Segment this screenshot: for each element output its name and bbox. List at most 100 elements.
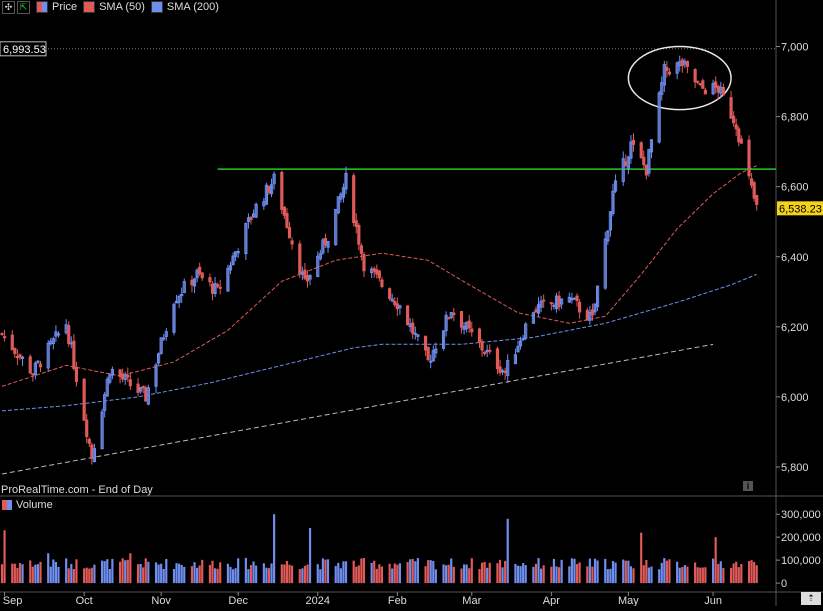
candle-body	[264, 184, 269, 205]
candle-body	[698, 83, 702, 86]
candle	[441, 330, 446, 351]
candle-body	[15, 355, 19, 359]
volume-bar	[609, 568, 612, 584]
volume-bar	[750, 560, 753, 584]
volume-bar	[737, 567, 740, 584]
candle	[593, 303, 597, 316]
volume-bar	[201, 559, 204, 584]
volume-bar	[704, 567, 707, 584]
candle-body	[46, 342, 50, 369]
volume-bar	[622, 559, 625, 584]
volume-bar	[57, 566, 60, 584]
candle	[141, 385, 145, 394]
volume-bar	[306, 564, 309, 584]
volume-bar	[288, 564, 291, 584]
candle	[254, 202, 258, 219]
candle-body	[675, 62, 679, 74]
candle-body	[136, 383, 140, 393]
volume-bar	[735, 561, 738, 584]
candle	[87, 437, 91, 447]
candle	[28, 354, 32, 375]
candle	[452, 308, 456, 322]
volume-bar	[642, 565, 645, 584]
candle-body	[411, 322, 415, 334]
scroll-right-icon[interactable]: ⇡	[801, 592, 821, 605]
volume-bar	[388, 563, 391, 584]
volume-bar	[39, 561, 42, 584]
candle-body	[28, 356, 32, 374]
volume-bar	[519, 566, 522, 584]
candle-body	[603, 238, 607, 289]
candle-body	[90, 444, 94, 459]
candle	[506, 354, 510, 383]
candle	[344, 166, 348, 195]
candle-body	[734, 124, 738, 130]
volume-bar	[514, 563, 517, 584]
candle-body	[126, 374, 130, 378]
candle-body	[254, 203, 258, 218]
candle-body	[208, 277, 212, 283]
volume-bar	[427, 560, 430, 584]
candle	[200, 272, 204, 281]
candle	[244, 222, 248, 261]
volume-bar	[504, 560, 507, 584]
candle	[477, 327, 482, 348]
info-icon[interactable]: i	[743, 481, 753, 491]
volume-bar	[111, 558, 114, 584]
candle-body	[377, 270, 381, 279]
volume-bar	[162, 569, 165, 584]
volume-bar	[568, 566, 571, 584]
sma50-swatch	[83, 1, 96, 13]
volume-bar	[596, 560, 599, 584]
volume-tick-label: 300,000	[781, 509, 821, 521]
volume-bar	[676, 561, 679, 584]
volume-bar	[121, 558, 124, 584]
x-tick-label: Nov	[151, 595, 171, 606]
candle-body	[732, 115, 736, 124]
volume-bar	[570, 558, 573, 584]
candle-body	[162, 337, 166, 340]
y-tick-label: 6,200	[781, 322, 809, 334]
candle-body	[200, 272, 204, 279]
candle	[459, 310, 464, 334]
volume-bar	[681, 567, 684, 584]
volume-bar	[755, 565, 758, 584]
candle-body	[357, 224, 361, 245]
volume-bar	[740, 563, 743, 584]
volume-bar	[560, 559, 563, 584]
expand-icon[interactable]: ⇱	[17, 0, 30, 14]
volume-bar	[445, 565, 448, 584]
volume-bar	[283, 564, 286, 584]
volume-bar	[160, 563, 163, 584]
candle	[498, 359, 502, 376]
candle	[524, 322, 528, 341]
candle-body	[213, 283, 217, 295]
volume-bar	[298, 569, 301, 584]
candle-body	[578, 301, 582, 313]
volume-bar	[540, 568, 543, 584]
candle	[216, 282, 220, 289]
candle-body	[380, 279, 384, 287]
candle-body	[662, 64, 666, 86]
volume-bar	[534, 563, 538, 584]
candle-body	[51, 338, 55, 345]
volume-bar	[650, 566, 653, 584]
volume-bar	[337, 562, 340, 584]
candle-body	[685, 60, 690, 67]
candle-body	[74, 366, 79, 382]
volume-bar	[604, 558, 607, 584]
volume-bar	[668, 559, 671, 584]
volume-bar	[88, 568, 91, 584]
volume-bar	[550, 566, 553, 584]
candle	[20, 355, 25, 367]
settings-icon[interactable]: ✣	[2, 0, 15, 14]
candle-body	[534, 309, 538, 313]
candle-body	[593, 303, 597, 313]
candle-body	[177, 295, 181, 303]
volume-bar	[93, 564, 96, 584]
candle-body	[103, 394, 107, 411]
candle	[603, 231, 607, 290]
candle	[521, 334, 525, 342]
volume-bar	[498, 559, 502, 584]
